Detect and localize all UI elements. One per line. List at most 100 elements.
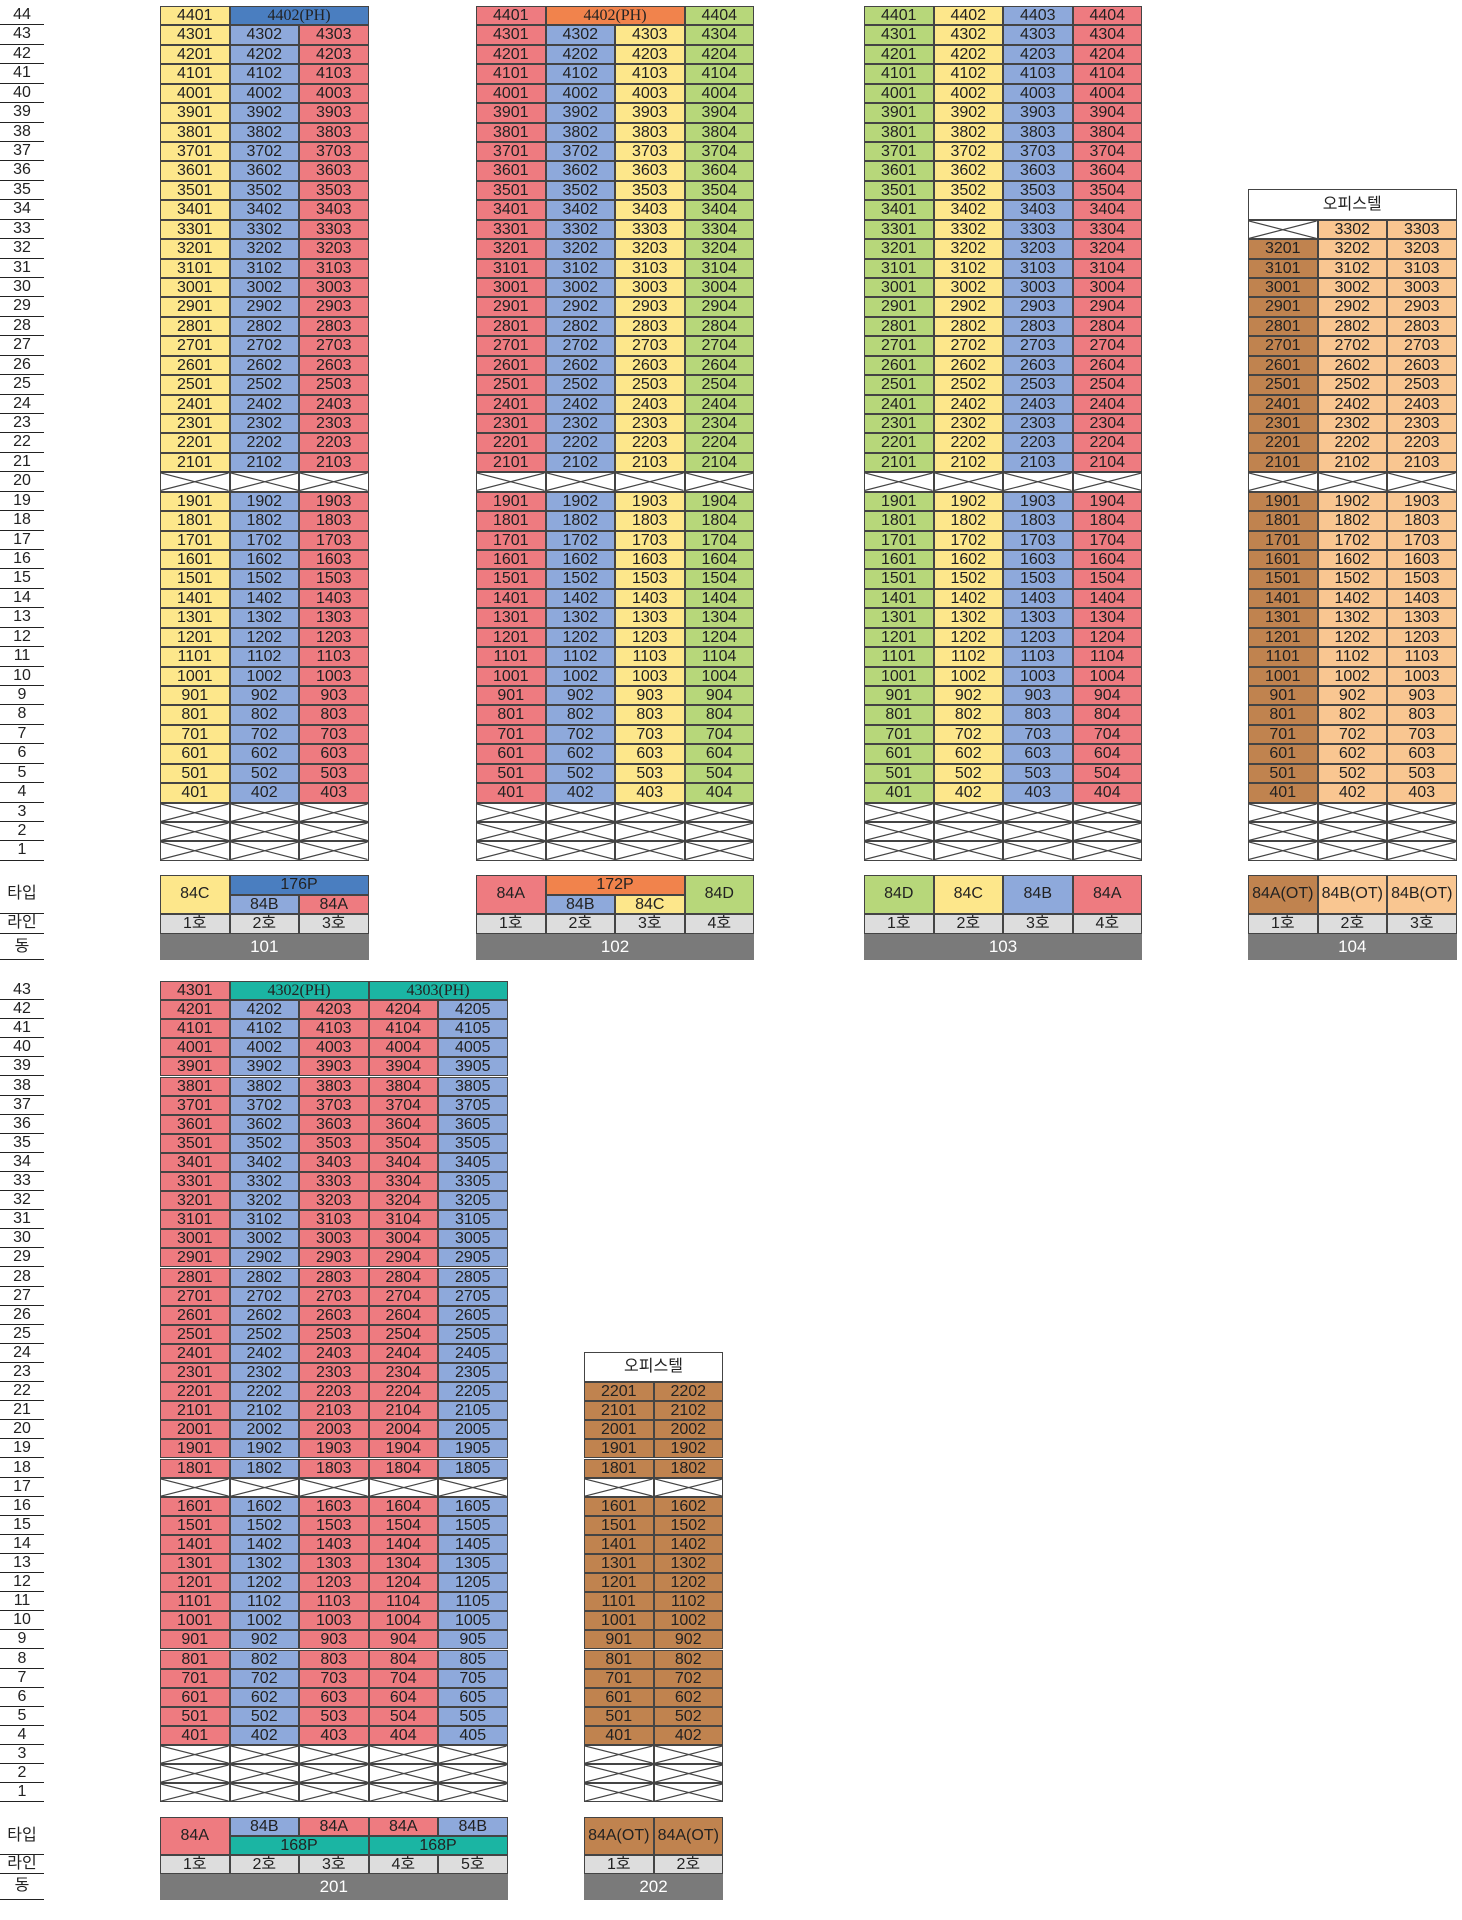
- excluded-unit: [933, 841, 1003, 861]
- unit-cell: 1004: [1072, 666, 1142, 687]
- unit-cell: 2402: [1317, 394, 1387, 415]
- unit-cell: 2202: [1317, 433, 1387, 453]
- excluded-unit: [1003, 822, 1073, 842]
- unit-cell: 501: [1248, 763, 1318, 784]
- excluded-unit: [653, 1745, 723, 1765]
- unit-cell: 2303: [299, 1363, 369, 1383]
- unit-cell: 2903: [299, 297, 369, 317]
- unit-cell: 601: [864, 744, 934, 764]
- unit-cell: 3903: [299, 103, 369, 123]
- unit-cell: 4102: [933, 64, 1003, 84]
- unit-cell: 1001: [476, 666, 546, 687]
- unit-cell: 3103: [1003, 258, 1073, 278]
- unit-cell: 2203: [299, 433, 369, 453]
- unit-cell: 502: [229, 1706, 299, 1726]
- floor-label: 20: [0, 472, 44, 492]
- unit-cell: 1101: [584, 1592, 654, 1612]
- unit-cell: 3402: [933, 200, 1003, 220]
- unit-cell: 1101: [476, 647, 546, 667]
- unit-cell: 1502: [653, 1515, 723, 1535]
- unit-cell: 2005: [438, 1420, 508, 1440]
- excluded-unit: [229, 1764, 299, 1784]
- floor-label: 29: [0, 1248, 44, 1268]
- unit-cell: 2904: [684, 297, 754, 317]
- line-cell: 1호: [584, 1854, 654, 1874]
- unit-type-cell: 168P: [229, 1835, 369, 1855]
- unit-cell: 4304: [684, 25, 754, 45]
- excluded-unit: [545, 472, 615, 492]
- unit-cell: 2901: [160, 1248, 230, 1268]
- unit-cell: 2202: [653, 1382, 723, 1402]
- unit-cell: 1002: [1317, 666, 1387, 687]
- unit-cell: 702: [229, 1668, 299, 1688]
- unit-cell: 3302: [229, 1172, 299, 1192]
- unit-cell: 3102: [229, 1210, 299, 1230]
- unit-cell: 2104: [1072, 452, 1142, 473]
- unit-cell: 2602: [545, 355, 615, 376]
- floor-label: 6: [0, 744, 44, 764]
- unit-cell: 1902: [229, 1439, 299, 1459]
- unit-cell: 1502: [1317, 569, 1387, 589]
- floor-label: 34: [0, 1153, 44, 1172]
- unit-cell: 2804: [684, 316, 754, 337]
- line-cell: 1호: [1248, 914, 1318, 934]
- unit-cell: 2301: [864, 414, 934, 434]
- unit-cell: 1902: [653, 1439, 723, 1459]
- unit-cell: 3201: [864, 239, 934, 259]
- unit-cell: 3803: [299, 122, 369, 142]
- unit-cell: 4002: [545, 83, 615, 104]
- unit-cell: 805: [438, 1649, 508, 1669]
- unit-cell: 3703: [615, 142, 685, 162]
- unit-cell: 1202: [933, 627, 1003, 648]
- unit-cell: 1301: [160, 1554, 230, 1574]
- unit-cell: 903: [1003, 686, 1073, 706]
- unit-cell: 901: [1248, 686, 1318, 706]
- unit-cell: 1203: [299, 627, 369, 648]
- unit-cell: 3004: [368, 1229, 438, 1249]
- line-cell: 3호: [299, 914, 369, 934]
- unit-cell: 1401: [476, 588, 546, 609]
- unit-cell: 404: [368, 1725, 438, 1745]
- unit-cell: 2001: [584, 1420, 654, 1440]
- unit-cell: 2903: [615, 297, 685, 317]
- unit-cell: 2803: [615, 316, 685, 337]
- unit-cell: 1501: [476, 569, 546, 589]
- unit-cell: 1203: [299, 1573, 369, 1593]
- unit-cell: 1001: [160, 1611, 230, 1631]
- unit-cell: 4201: [864, 44, 934, 65]
- unit-type-cell: 84A(OT): [653, 1816, 723, 1855]
- floor-label: 14: [0, 589, 44, 609]
- unit-cell: 2101: [476, 452, 546, 473]
- unit-cell: 4001: [476, 83, 546, 104]
- unit-cell: 804: [1072, 705, 1142, 725]
- unit-cell: 2102: [545, 452, 615, 473]
- unit-cell: 4001: [864, 83, 934, 104]
- unit-cell: 3104: [1072, 258, 1142, 278]
- unit-cell: 3201: [160, 239, 230, 259]
- unit-cell: 2701: [476, 336, 546, 356]
- unit-cell: 1102: [229, 647, 299, 667]
- unit-cell: 3802: [229, 122, 299, 142]
- unit-cell: 903: [1387, 686, 1457, 706]
- unit-cell: 1104: [368, 1592, 438, 1612]
- unit-cell: 1401: [864, 588, 934, 609]
- floor-label: 9: [0, 1630, 44, 1650]
- unit-cell: 1902: [933, 491, 1003, 512]
- unit-cell: 1402: [229, 588, 299, 609]
- unit-cell: 1404: [684, 588, 754, 609]
- floor-label: 28: [0, 317, 44, 337]
- unit-cell: 3404: [1072, 200, 1142, 220]
- unit-cell: 3203: [615, 239, 685, 259]
- floor-label: 19: [0, 492, 44, 512]
- unit-cell: 2605: [438, 1305, 508, 1325]
- unit-cell: 3701: [160, 1095, 230, 1115]
- unit-cell: 3801: [864, 122, 934, 142]
- unit-cell: 3704: [1072, 142, 1142, 162]
- unit-type-cell: 84A(OT): [1248, 875, 1318, 915]
- unit-cell: 3703: [1003, 142, 1073, 162]
- floor-label: 18: [0, 511, 44, 531]
- unit-cell: 801: [584, 1649, 654, 1669]
- unit-cell: 1302: [653, 1554, 723, 1574]
- unit-cell: 403: [1387, 783, 1457, 803]
- unit-cell: 1802: [653, 1458, 723, 1478]
